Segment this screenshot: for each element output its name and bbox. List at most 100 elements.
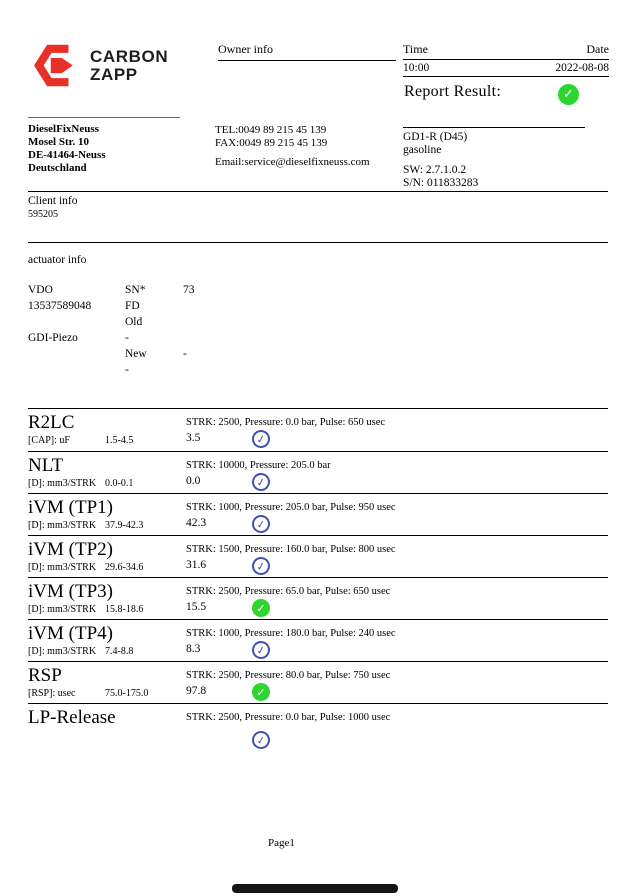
time-date-header-row: Time Date [403, 42, 609, 60]
machine-fuel: gasoline [403, 144, 442, 156]
test-name: iVM (TP4) [28, 623, 113, 644]
test-name: RSP [28, 665, 62, 686]
test-range: 1.5-4.5 [105, 435, 134, 446]
test-range: 7.4-8.8 [105, 646, 134, 657]
test-unit: [RSP]: usec [28, 688, 76, 699]
test-name: iVM (TP1) [28, 497, 113, 518]
actuator-new-label: New [125, 348, 147, 360]
owner-info-heading: Owner info [218, 42, 396, 61]
actuator-new-value: - [183, 348, 187, 360]
machine-model: GD1-R (D45) [403, 131, 468, 143]
test-status-check-icon [250, 639, 272, 661]
actuator-type: GDI-Piezo [28, 332, 78, 344]
test-range: 0.0-0.1 [105, 478, 134, 489]
test-params: STRK: 2500, Pressure: 80.0 bar, Pulse: 7… [186, 670, 391, 681]
machine-info: GD1-R (D45) gasoline SW: 2.7.1.0.2 S/N: … [403, 131, 478, 190]
test-params: STRK: 2500, Pressure: 0.0 bar, Pulse: 10… [186, 712, 391, 723]
test-row-rsp: RSP STRK: 2500, Pressure: 80.0 bar, Puls… [28, 661, 608, 703]
footer-bar [232, 884, 398, 893]
test-row-ivm-tp3: iVM (TP3) STRK: 2500, Pressure: 65.0 bar… [28, 577, 608, 619]
test-value: 42.3 [186, 517, 207, 529]
test-unit: [CAP]: uF [28, 435, 70, 446]
test-status-check-icon [250, 513, 272, 535]
test-params: STRK: 1000, Pressure: 205.0 bar, Pulse: … [186, 502, 396, 513]
test-unit: [D]: mm3/STRK [28, 520, 97, 531]
test-unit: [D]: mm3/STRK [28, 646, 97, 657]
test-value: 8.3 [186, 643, 201, 655]
test-params: STRK: 2500, Pressure: 65.0 bar, Pulse: 6… [186, 586, 391, 597]
test-status-check-icon [252, 683, 270, 701]
test-results-table: R2LC STRK: 2500, Pressure: 0.0 bar, Puls… [28, 408, 608, 764]
carbon-zapp-logo-icon [34, 44, 73, 87]
actuator-info-grid: VDO SN* 73 13537589048 FD Old GDI-Piezo … [28, 282, 303, 378]
test-params: STRK: 2500, Pressure: 0.0 bar, Pulse: 65… [186, 417, 386, 428]
address-divider [28, 117, 180, 118]
owner-city: DE-41464-Neuss [28, 149, 106, 161]
test-value: 3.5 [186, 432, 201, 444]
client-info-label: Client info [28, 195, 78, 207]
test-row-lp-release: LP-Release STRK: 2500, Pressure: 0.0 bar… [28, 703, 608, 764]
test-value: 0.0 [186, 475, 201, 487]
test-status-check-icon [250, 428, 272, 450]
test-name: iVM (TP2) [28, 539, 113, 560]
owner-tel: TEL:0049 89 215 45 139 [215, 124, 327, 136]
time-date-value-row: 10:00 2022-08-08 [403, 60, 609, 77]
test-params: STRK: 1500, Pressure: 160.0 bar, Pulse: … [186, 544, 396, 555]
date-value: 2022-08-08 [555, 62, 609, 74]
page-number: Page1 [268, 837, 295, 849]
actuator-sn-label: SN* [125, 284, 146, 296]
test-value: 15.5 [186, 601, 207, 613]
machine-serial-number: S/N: 011833283 [403, 177, 479, 189]
test-status-check-icon [250, 729, 272, 751]
actuator-section-divider [28, 242, 608, 243]
test-row-ivm-tp4: iVM (TP4) STRK: 1000, Pressure: 180.0 ba… [28, 619, 608, 661]
owner-fax: FAX:0049 89 215 45 139 [215, 137, 328, 149]
owner-street: Mosel Str. 10 [28, 136, 90, 148]
test-name: LP-Release [28, 707, 116, 728]
test-unit: [D]: mm3/STRK [28, 562, 97, 573]
test-unit: [D]: mm3/STRK [28, 604, 97, 615]
test-row-nlt: NLT STRK: 10000, Pressure: 205.0 bar [D]… [28, 451, 608, 493]
logo-line1: CARBON [90, 46, 169, 66]
owner-country: Deutschland [28, 162, 87, 174]
actuator-old-label: Old [125, 316, 143, 328]
time-value: 10:00 [403, 62, 430, 74]
test-name: R2LC [28, 412, 75, 433]
actuator-old-value: - [125, 332, 129, 344]
test-range: 75.0-175.0 [105, 688, 149, 699]
report-result-check-icon [558, 84, 579, 105]
test-status-check-icon [250, 471, 272, 493]
test-value: 97.8 [186, 685, 207, 697]
test-name: iVM (TP3) [28, 581, 113, 602]
actuator-brand: VDO [28, 284, 53, 296]
test-range: 29.6-34.6 [105, 562, 144, 573]
time-label: Time [403, 42, 428, 56]
logo-text: CARBON ZAPP [90, 46, 169, 84]
owner-contact: TEL:0049 89 215 45 139 FAX:0049 89 215 4… [215, 124, 370, 169]
carbon-zapp-logo: CARBON ZAPP [33, 44, 168, 87]
owner-name: DieselFixNeuss [28, 123, 99, 135]
actuator-sn-value: 73 [183, 284, 195, 296]
test-row-ivm-tp2: iVM (TP2) STRK: 1500, Pressure: 160.0 ba… [28, 535, 608, 577]
test-params: STRK: 1000, Pressure: 180.0 bar, Pulse: … [186, 628, 396, 639]
client-info-value: 595205 [28, 209, 58, 220]
client-info-block: Client info 595205 [28, 195, 78, 220]
date-label: Date [586, 42, 609, 56]
test-status-check-icon [252, 599, 270, 617]
test-status-check-icon [250, 555, 272, 577]
machine-sw-version: SW: 2.7.1.0.2 [403, 164, 467, 176]
actuator-fd-label: FD [125, 300, 140, 312]
owner-address: DieselFixNeuss Mosel Str. 10 DE-41464-Ne… [28, 123, 106, 175]
logo-line2: ZAPP [90, 64, 138, 84]
actuator-info-label: actuator info [28, 254, 87, 266]
time-date-block: Time Date 10:00 2022-08-08 [403, 42, 609, 77]
machine-divider [403, 127, 585, 128]
test-name: NLT [28, 455, 64, 476]
owner-email: Email:service@dieselfixneuss.com [215, 156, 370, 168]
test-unit: [D]: mm3/STRK [28, 478, 97, 489]
test-range: 37.9-42.3 [105, 520, 144, 531]
test-row-ivm-tp1: iVM (TP1) STRK: 1000, Pressure: 205.0 ba… [28, 493, 608, 535]
actuator-dash: - [125, 364, 129, 376]
actuator-part-number: 13537589048 [28, 300, 92, 312]
